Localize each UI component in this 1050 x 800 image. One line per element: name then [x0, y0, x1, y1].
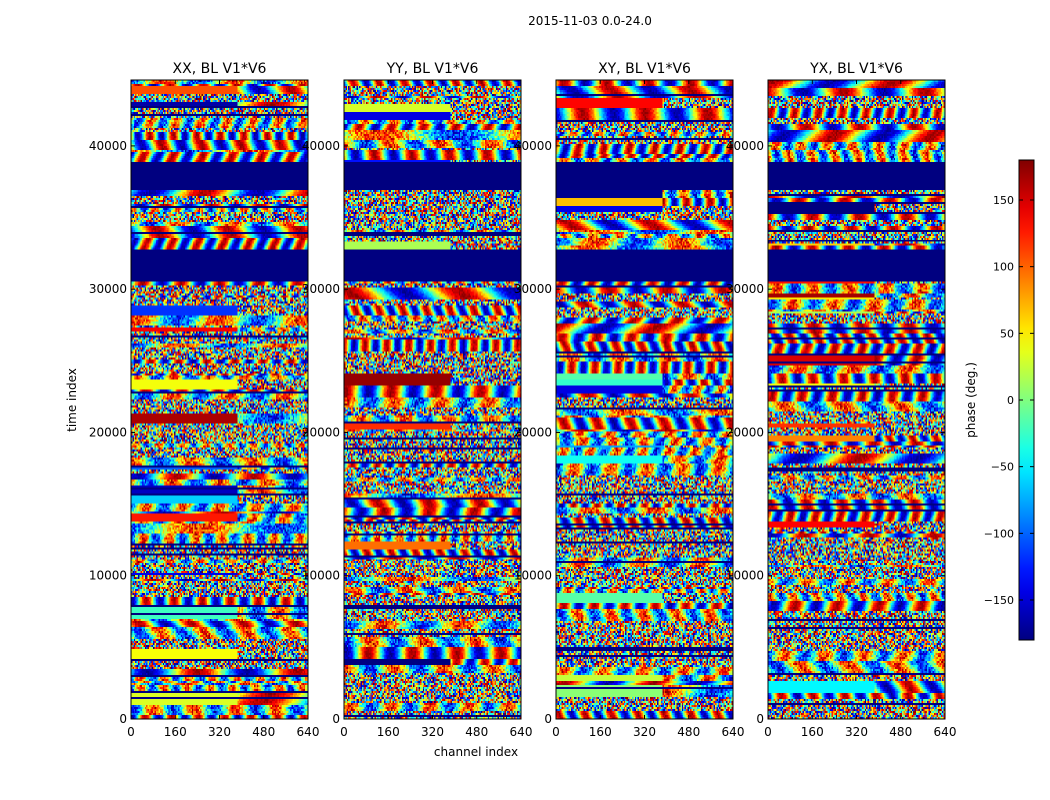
x-tick-label: 480: [465, 725, 488, 739]
y-tick-label: 40000: [726, 139, 764, 153]
colorbar-tick-label: 100: [993, 261, 1014, 274]
y-tick-label: 40000: [514, 139, 552, 153]
x-tick-label: 160: [801, 725, 824, 739]
x-tick-label: 320: [845, 725, 868, 739]
x-tick-label: 320: [421, 725, 444, 739]
x-tick-label: 0: [552, 725, 560, 739]
y-tick-label: 20000: [302, 425, 340, 439]
x-tick-label: 480: [677, 725, 700, 739]
y-tick-label: 0: [119, 712, 127, 726]
x-tick-label: 320: [208, 725, 231, 739]
y-tick-label: 30000: [726, 282, 764, 296]
x-tick-label: 160: [377, 725, 400, 739]
panel-heatmap: [131, 80, 308, 719]
panel-title: YX, BL V1*V6: [809, 61, 903, 77]
x-tick-label: 160: [589, 725, 612, 739]
x-tick-label: 640: [510, 725, 533, 739]
x-tick-label: 640: [722, 725, 745, 739]
y-tick-label: 30000: [302, 282, 340, 296]
colorbar-ticks: −150 −100 −50 0 50 100 150: [984, 194, 1034, 607]
x-tick-label: 640: [934, 725, 957, 739]
colorbar-tick-label: −150: [984, 594, 1014, 607]
x-tick-label: 640: [297, 725, 320, 739]
x-tick-label: 320: [633, 725, 656, 739]
colorbar-tick-label: 0: [1007, 394, 1014, 407]
y-tick-label: 30000: [89, 282, 127, 296]
x-tick-label: 0: [340, 725, 348, 739]
y-tick-label: 40000: [302, 139, 340, 153]
y-tick-label: 40000: [89, 139, 127, 153]
colorbar-tick-label: 50: [1000, 327, 1014, 340]
panel-yx: YX, BL V1*V6 0 160 320 480 640 0 10000 20000 3000…: [726, 61, 957, 739]
panel-heatmap: [556, 80, 733, 719]
y-tick-label: 10000: [726, 569, 764, 583]
panel-yy: YY, BL V1*V6 0 160 320 480 640 0 10000 20000 3000…: [302, 61, 533, 739]
x-tick-label: 480: [252, 725, 275, 739]
panel-title: YY, BL V1*V6: [386, 61, 479, 77]
x-tick-label: 0: [127, 725, 135, 739]
axis-labels-group: time index channel index: [65, 368, 518, 759]
panel-heatmap: [344, 80, 521, 719]
colorbar-label: phase (deg.): [964, 362, 978, 438]
panel-title: XX, BL V1*V6: [173, 61, 267, 77]
y-axis-label: time index: [65, 368, 79, 432]
y-tick-label: 0: [332, 712, 340, 726]
y-tick-label: 20000: [514, 425, 552, 439]
y-tick-label: 0: [544, 712, 552, 726]
colorbar-tick-label: 150: [993, 194, 1014, 207]
colorbar-tick-label: −100: [984, 527, 1014, 540]
x-tick-label: 480: [889, 725, 912, 739]
x-axis-label: channel index: [434, 745, 518, 759]
figure-suptitle: 2015-11-03 0.0-24.0: [528, 14, 652, 28]
y-tick-label: 10000: [514, 569, 552, 583]
panels-group: XX, BL V1*V6 0 160 320 480 640 0 10000 20000 3000…: [89, 61, 957, 739]
y-tick-label: 10000: [89, 569, 127, 583]
y-tick-label: 10000: [302, 569, 340, 583]
panel-heatmap: [768, 80, 945, 719]
y-tick-label: 20000: [726, 425, 764, 439]
panel-title: XY, BL V1*V6: [598, 61, 691, 77]
panel-xx: XX, BL V1*V6 0 160 320 480 640 0 10000 20000 3000…: [89, 61, 320, 739]
panel-xy: XY, BL V1*V6 0 160 320 480 640 0 10000 20000 3000…: [514, 61, 745, 739]
y-tick-label: 30000: [514, 282, 552, 296]
x-tick-label: 0: [764, 725, 772, 739]
y-tick-label: 0: [756, 712, 764, 726]
colorbar-tick-label: −50: [991, 461, 1014, 474]
y-tick-label: 20000: [89, 425, 127, 439]
colorbar: −150 −100 −50 0 50 100 150 phase (deg.): [964, 159, 1035, 641]
x-tick-label: 160: [164, 725, 187, 739]
